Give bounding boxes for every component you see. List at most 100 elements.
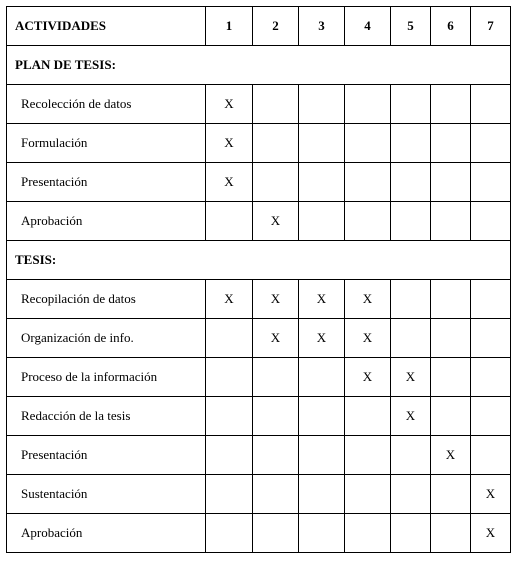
- mark-cell: [253, 436, 299, 475]
- mark-cell: X: [299, 280, 345, 319]
- mark-cell: [391, 280, 431, 319]
- mark-cell: [345, 85, 391, 124]
- activity-label: Presentación: [7, 436, 206, 475]
- mark-cell: [299, 514, 345, 553]
- mark-cell: [206, 202, 253, 241]
- mark-cell: X: [206, 85, 253, 124]
- mark-cell: [391, 475, 431, 514]
- table-row: Recopilación de datos X X X X: [7, 280, 511, 319]
- col-header-3: 3: [299, 7, 345, 46]
- table-row: Presentación X: [7, 163, 511, 202]
- mark-cell: [299, 85, 345, 124]
- mark-cell: [206, 358, 253, 397]
- col-header-4: 4: [345, 7, 391, 46]
- mark-cell: [253, 514, 299, 553]
- mark-cell: [471, 85, 511, 124]
- mark-cell: X: [431, 436, 471, 475]
- mark-cell: [391, 202, 431, 241]
- mark-cell: [206, 319, 253, 358]
- mark-cell: [471, 436, 511, 475]
- mark-cell: [299, 124, 345, 163]
- mark-cell: X: [391, 397, 431, 436]
- mark-cell: [391, 124, 431, 163]
- mark-cell: X: [253, 319, 299, 358]
- col-header-6: 6: [431, 7, 471, 46]
- table-row: Aprobación X: [7, 202, 511, 241]
- mark-cell: [299, 202, 345, 241]
- mark-cell: [206, 475, 253, 514]
- mark-cell: [253, 475, 299, 514]
- table-row: Redacción de la tesis X: [7, 397, 511, 436]
- mark-cell: X: [206, 163, 253, 202]
- mark-cell: X: [253, 202, 299, 241]
- mark-cell: X: [471, 475, 511, 514]
- table-row: Aprobación X: [7, 514, 511, 553]
- mark-cell: [299, 397, 345, 436]
- mark-cell: [471, 124, 511, 163]
- mark-cell: [345, 514, 391, 553]
- mark-cell: [391, 436, 431, 475]
- activity-label: Organización de info.: [7, 319, 206, 358]
- mark-cell: [431, 319, 471, 358]
- mark-cell: [345, 397, 391, 436]
- mark-cell: [345, 163, 391, 202]
- section-title: PLAN DE TESIS:: [7, 46, 511, 85]
- section-header-row: PLAN DE TESIS:: [7, 46, 511, 85]
- activity-label: Recopilación de datos: [7, 280, 206, 319]
- activity-label: Formulación: [7, 124, 206, 163]
- mark-cell: [391, 514, 431, 553]
- mark-cell: [299, 436, 345, 475]
- col-header-7: 7: [471, 7, 511, 46]
- mark-cell: X: [299, 319, 345, 358]
- mark-cell: [253, 124, 299, 163]
- gantt-table: ACTIVIDADES 1 2 3 4 5 6 7 PLAN DE TESIS:…: [6, 6, 511, 553]
- activity-label: Recolección de datos: [7, 85, 206, 124]
- activity-label: Sustentación: [7, 475, 206, 514]
- mark-cell: [253, 163, 299, 202]
- mark-cell: [431, 280, 471, 319]
- mark-cell: [431, 514, 471, 553]
- mark-cell: [299, 475, 345, 514]
- col-header-1: 1: [206, 7, 253, 46]
- mark-cell: [431, 397, 471, 436]
- mark-cell: [206, 514, 253, 553]
- activity-label: Presentación: [7, 163, 206, 202]
- activity-label: Proceso de la información: [7, 358, 206, 397]
- mark-cell: [391, 319, 431, 358]
- mark-cell: [471, 202, 511, 241]
- mark-cell: [471, 163, 511, 202]
- mark-cell: [471, 280, 511, 319]
- activity-label: Redacción de la tesis: [7, 397, 206, 436]
- mark-cell: X: [206, 124, 253, 163]
- col-header-2: 2: [253, 7, 299, 46]
- table-body: PLAN DE TESIS: Recolección de datos X Fo…: [7, 46, 511, 553]
- mark-cell: [471, 358, 511, 397]
- mark-cell: [206, 397, 253, 436]
- mark-cell: [391, 163, 431, 202]
- mark-cell: [253, 358, 299, 397]
- mark-cell: [345, 436, 391, 475]
- mark-cell: X: [471, 514, 511, 553]
- mark-cell: [299, 358, 345, 397]
- mark-cell: X: [253, 280, 299, 319]
- table-row: Proceso de la información X X: [7, 358, 511, 397]
- mark-cell: [345, 475, 391, 514]
- mark-cell: [299, 163, 345, 202]
- mark-cell: X: [345, 280, 391, 319]
- mark-cell: X: [345, 358, 391, 397]
- activity-label: Aprobación: [7, 202, 206, 241]
- col-header-5: 5: [391, 7, 431, 46]
- mark-cell: [471, 319, 511, 358]
- mark-cell: [345, 202, 391, 241]
- table-row: Organización de info. X X X: [7, 319, 511, 358]
- mark-cell: [431, 358, 471, 397]
- mark-cell: [431, 202, 471, 241]
- mark-cell: [431, 163, 471, 202]
- mark-cell: [345, 124, 391, 163]
- mark-cell: X: [391, 358, 431, 397]
- mark-cell: [431, 124, 471, 163]
- section-title: TESIS:: [7, 241, 511, 280]
- mark-cell: [431, 475, 471, 514]
- activities-header: ACTIVIDADES: [7, 7, 206, 46]
- table-row: Recolección de datos X: [7, 85, 511, 124]
